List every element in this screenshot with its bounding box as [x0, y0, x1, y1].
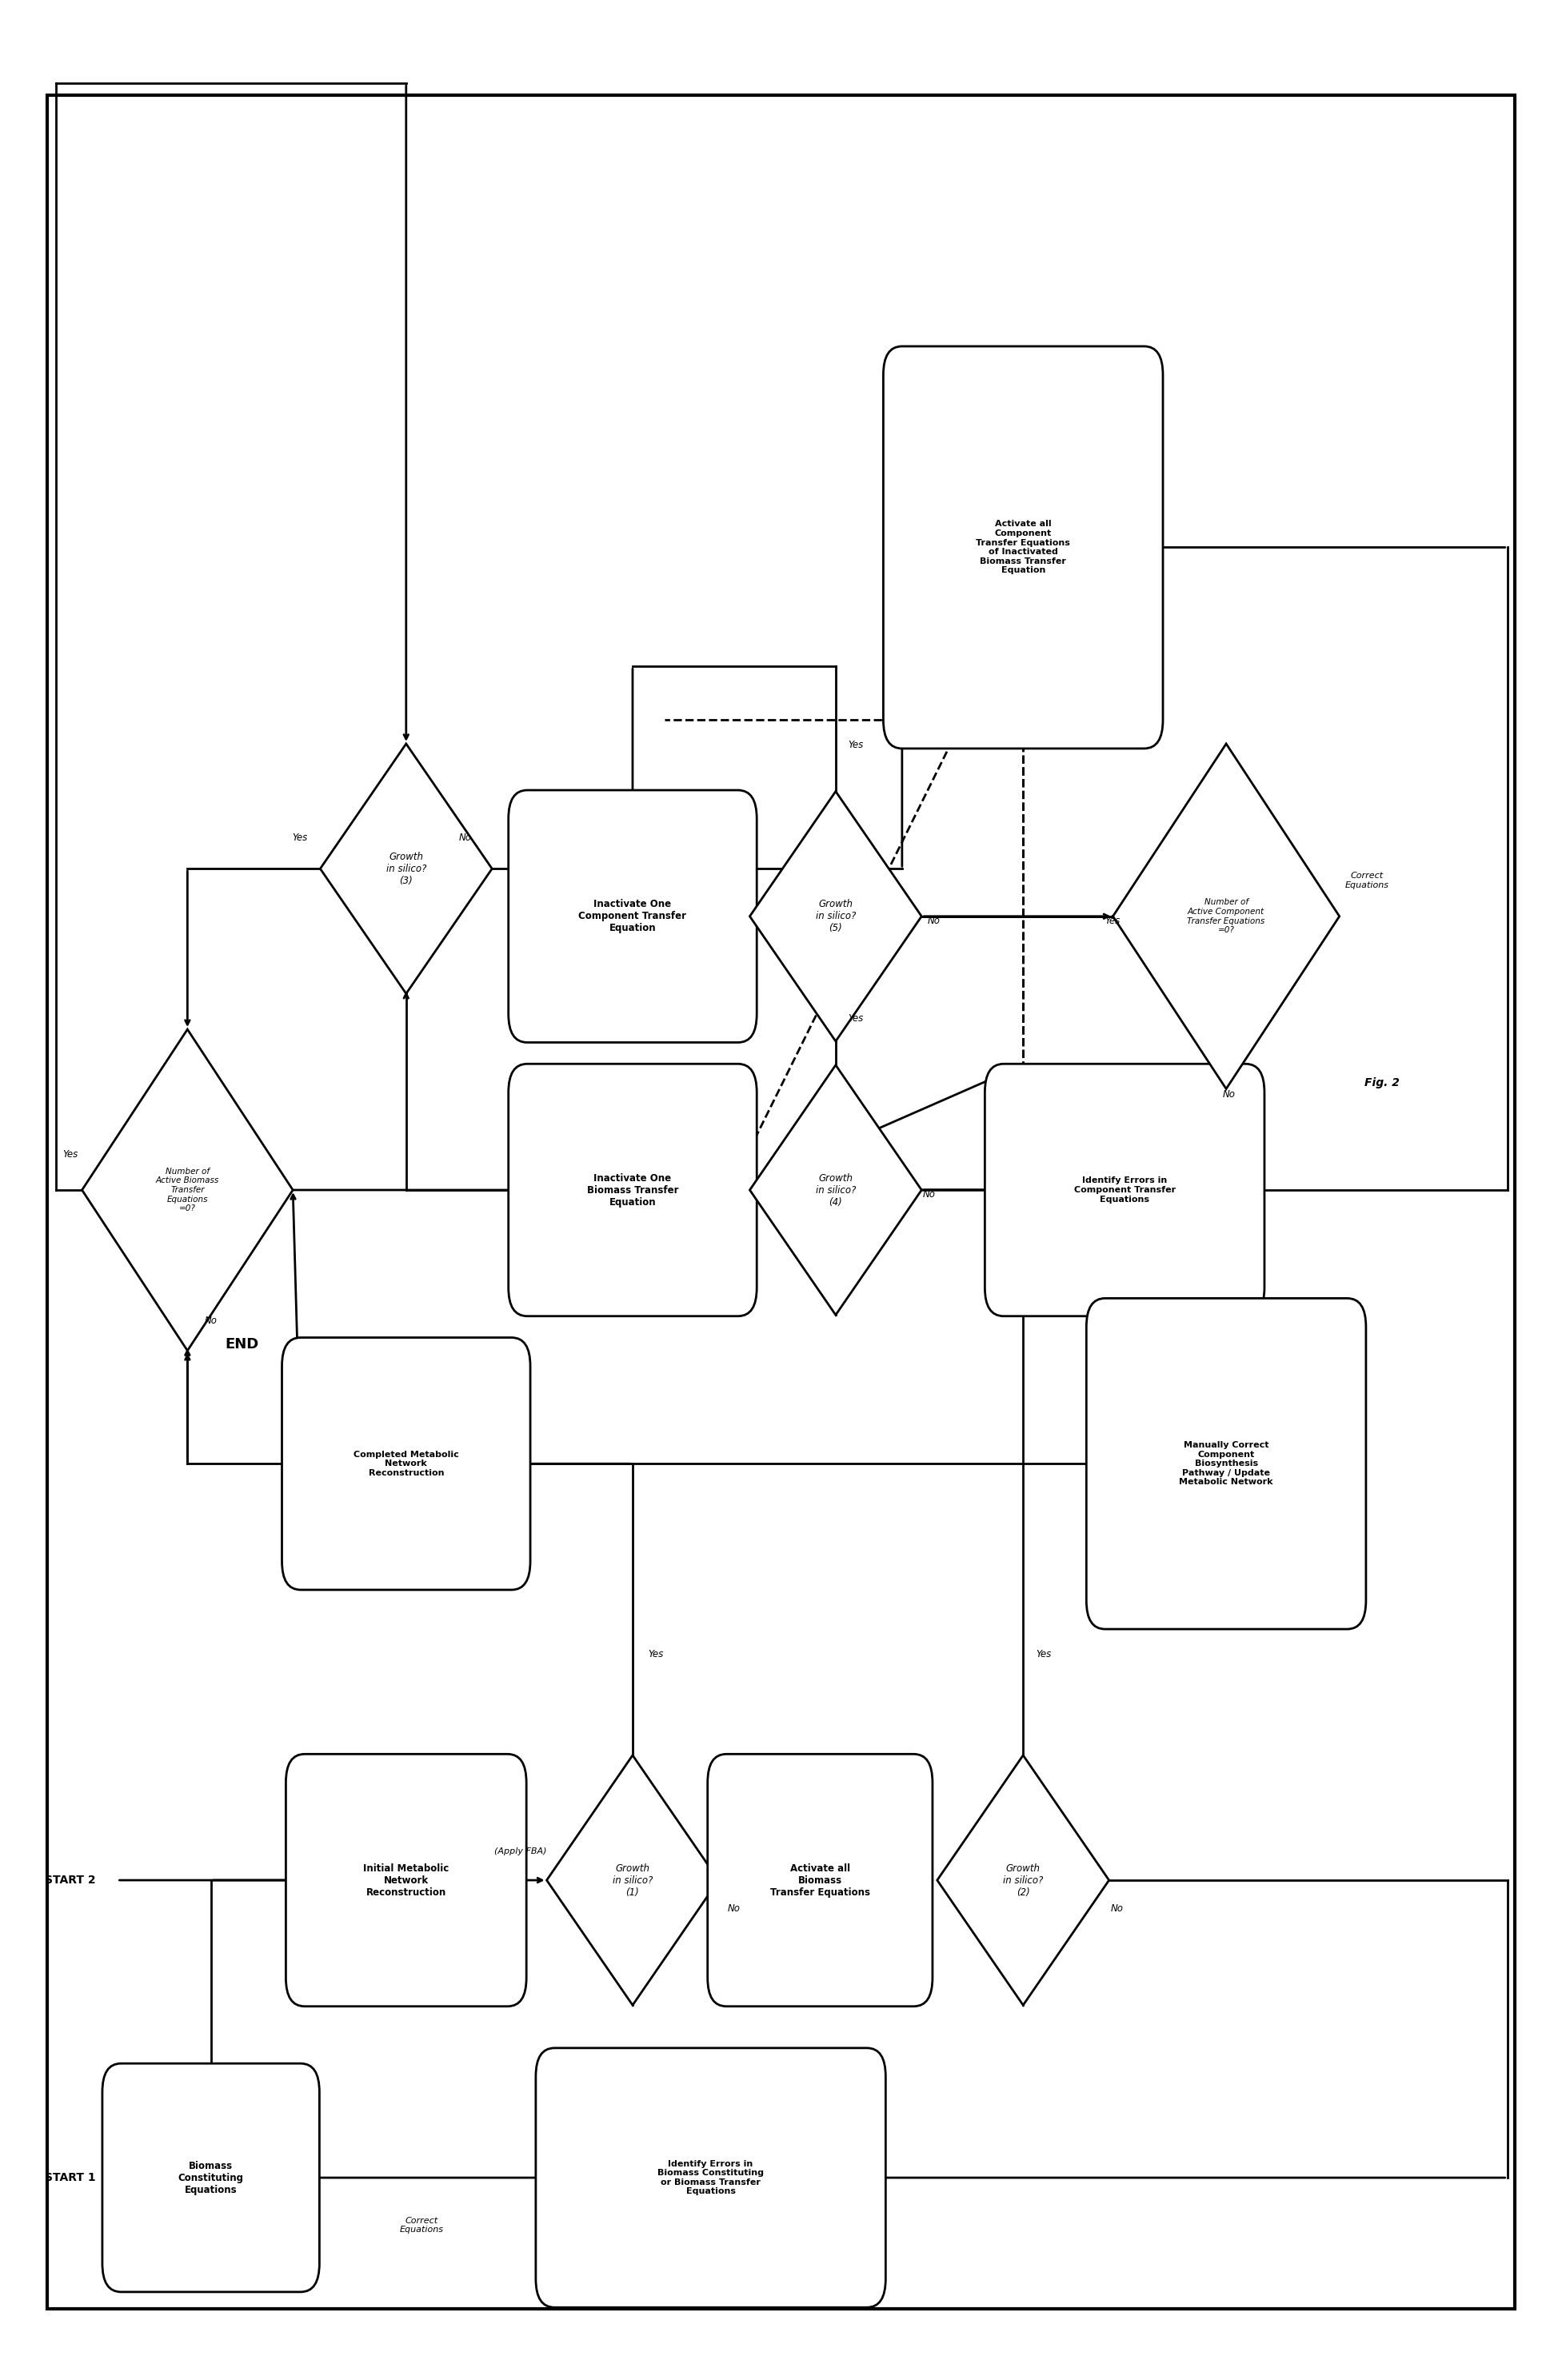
Text: Inactivate One
Component Transfer
Equation: Inactivate One Component Transfer Equati…: [578, 900, 687, 933]
Text: Activate all
Component
Transfer Equations
of Inactivated
Biomass Transfer
Equati: Activate all Component Transfer Equation…: [976, 521, 1070, 574]
Text: No: No: [728, 1904, 740, 1914]
Text: No: No: [205, 1316, 217, 1326]
Text: Growth
in silico?
(3): Growth in silico? (3): [386, 852, 426, 885]
Text: Yes: Yes: [848, 1014, 864, 1023]
Text: Yes: Yes: [292, 833, 308, 843]
Polygon shape: [937, 1756, 1109, 2004]
Polygon shape: [1112, 743, 1340, 1090]
Polygon shape: [750, 1066, 922, 1314]
Text: Yes: Yes: [1104, 916, 1120, 926]
Text: Yes: Yes: [648, 1649, 664, 1659]
Text: Initial Metabolic
Network
Reconstruction: Initial Metabolic Network Reconstruction: [364, 1864, 448, 1897]
Text: Activate all
Biomass
Transfer Equations: Activate all Biomass Transfer Equations: [770, 1864, 870, 1897]
FancyBboxPatch shape: [1087, 1299, 1365, 1628]
Text: Identify Errors in
Biomass Constituting
or Biomass Transfer
Equations: Identify Errors in Biomass Constituting …: [658, 2159, 764, 2197]
Text: No: No: [459, 833, 472, 843]
FancyBboxPatch shape: [47, 95, 1515, 2309]
Text: Correct
Equations: Correct Equations: [400, 2216, 444, 2235]
Text: Correct
Equations: Correct Equations: [1345, 871, 1389, 890]
FancyBboxPatch shape: [103, 2063, 320, 2292]
Polygon shape: [81, 1031, 294, 1352]
Text: END: END: [225, 1338, 259, 1352]
FancyBboxPatch shape: [884, 347, 1162, 747]
Text: Growth
in silico?
(1): Growth in silico? (1): [612, 1864, 653, 1897]
Polygon shape: [547, 1756, 719, 2004]
Text: Fig. 2: Fig. 2: [1365, 1078, 1400, 1088]
FancyBboxPatch shape: [536, 2047, 886, 2309]
Text: Yes: Yes: [1036, 1649, 1051, 1659]
Text: Manually Correct
Component
Biosynthesis
Pathway / Update
Metabolic Network: Manually Correct Component Biosynthesis …: [1179, 1442, 1273, 1485]
Text: No: No: [928, 916, 940, 926]
Text: Growth
in silico?
(5): Growth in silico? (5): [815, 900, 856, 933]
Text: Growth
in silico?
(2): Growth in silico? (2): [1003, 1864, 1043, 1897]
Text: Inactivate One
Biomass Transfer
Equation: Inactivate One Biomass Transfer Equation: [587, 1173, 678, 1207]
Text: Number of
Active Biomass
Transfer
Equations
=0?: Number of Active Biomass Transfer Equati…: [156, 1169, 219, 1211]
Text: Growth
in silico?
(4): Growth in silico? (4): [815, 1173, 856, 1207]
Text: No: No: [1111, 1904, 1123, 1914]
Text: Number of
Active Component
Transfer Equations
=0?: Number of Active Component Transfer Equa…: [1187, 897, 1265, 935]
FancyBboxPatch shape: [984, 1064, 1264, 1316]
Polygon shape: [750, 793, 922, 1042]
FancyBboxPatch shape: [509, 1064, 758, 1316]
FancyBboxPatch shape: [281, 1338, 531, 1590]
Text: START 2: START 2: [45, 1875, 95, 1885]
FancyBboxPatch shape: [708, 1754, 933, 2006]
Text: No: No: [923, 1190, 936, 1200]
Text: Biomass
Constituting
Equations: Biomass Constituting Equations: [178, 2161, 244, 2194]
Text: No: No: [1223, 1090, 1236, 1100]
Text: Completed Metabolic
Network
Reconstruction: Completed Metabolic Network Reconstructi…: [353, 1449, 459, 1478]
Polygon shape: [320, 743, 492, 995]
Text: (Apply FBA): (Apply FBA): [494, 1847, 547, 1856]
Text: START 1: START 1: [45, 2173, 95, 2182]
FancyBboxPatch shape: [509, 790, 758, 1042]
Text: Identify Errors in
Component Transfer
Equations: Identify Errors in Component Transfer Eq…: [1073, 1176, 1176, 1204]
Text: Yes: Yes: [62, 1150, 78, 1159]
FancyBboxPatch shape: [286, 1754, 526, 2006]
Text: Yes: Yes: [848, 740, 864, 750]
